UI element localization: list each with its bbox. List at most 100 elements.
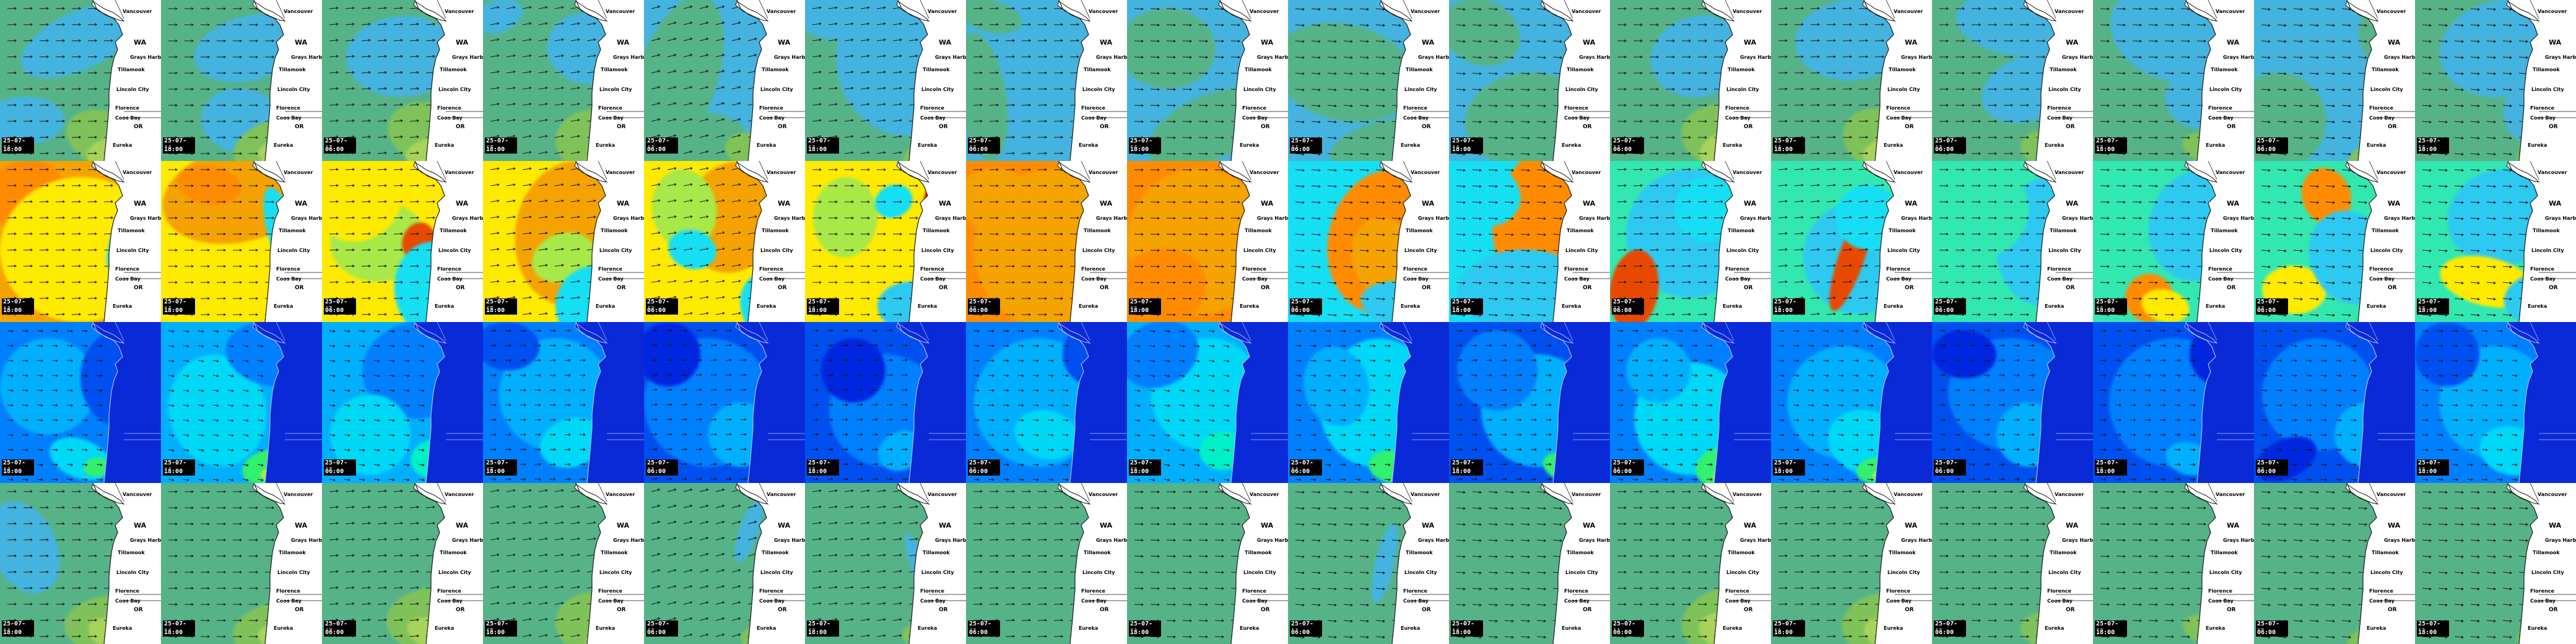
coastline (2185, 0, 2216, 161)
direction-arrow (550, 373, 556, 377)
direction-arrow (87, 103, 97, 107)
place-label: Florence (598, 105, 622, 111)
place-label: Eureka (2206, 142, 2226, 148)
direction-arrow (1794, 23, 1804, 26)
direction-arrow (345, 232, 355, 235)
direction-arrow (2020, 120, 2029, 123)
direction-arrow (1698, 87, 1707, 91)
direction-arrow (2325, 40, 2335, 43)
direction-arrow (2180, 297, 2190, 300)
direction-arrow (7, 200, 17, 203)
direction-arrow (861, 297, 870, 300)
direction-arrow (2293, 201, 2303, 204)
direction-arrow (185, 71, 194, 75)
direction-arrow (2020, 232, 2029, 236)
direction-arrow (990, 264, 999, 268)
timestamp-hour: 06:00 (646, 468, 678, 476)
direction-arrow (51, 329, 58, 333)
direction-arrow (829, 200, 838, 204)
direction-arrow (827, 477, 833, 481)
direction-arrow (1988, 313, 1997, 316)
direction-arrow (2454, 281, 2464, 285)
place-label: Coos Bay (759, 276, 785, 282)
direction-arrow (1343, 217, 1353, 220)
direction-arrow (1375, 297, 1385, 301)
direction-arrow (329, 344, 336, 348)
direction-arrow (2293, 7, 2303, 11)
direction-arrow (393, 313, 403, 316)
direction-arrow (201, 152, 210, 155)
direction-arrow (893, 281, 902, 284)
direction-arrow (812, 264, 822, 268)
direction-arrow (2004, 313, 2013, 316)
direction-arrow (2309, 152, 2319, 156)
timestamp-hour: 18:00 (807, 307, 839, 315)
direction-arrow (7, 344, 14, 347)
direction-arrow (538, 22, 548, 25)
direction-arrow (329, 54, 339, 58)
direction-arrow (710, 373, 717, 376)
direction-arrow (651, 403, 658, 406)
direction-arrow (1359, 7, 1369, 11)
direction-arrow (892, 38, 902, 41)
direction-arrow (1810, 312, 1820, 316)
place-label: Lincoln City (1243, 248, 1276, 253)
direction-arrow (1536, 136, 1546, 140)
direction-arrow (1504, 88, 1514, 92)
direction-arrow (812, 232, 822, 236)
direction-arrow (2132, 313, 2142, 316)
direction-arrow (55, 264, 65, 268)
direction-arrow (7, 374, 14, 377)
direction-arrow (1214, 313, 1224, 316)
direction-arrow (103, 23, 113, 26)
direction-arrow (1617, 23, 1627, 27)
direction-arrow (554, 22, 564, 25)
direction-arrow (345, 248, 355, 251)
direction-arrow (1794, 71, 1804, 74)
direction-arrow (87, 281, 97, 284)
direction-arrow (1022, 200, 1031, 204)
coastline (1541, 0, 1572, 161)
direction-arrow (168, 23, 178, 27)
direction-arrow (651, 359, 658, 362)
direction-arrow (901, 344, 908, 347)
direction-arrow (2470, 313, 2480, 317)
direction-arrow (1472, 217, 1482, 220)
direction-arrow (168, 103, 178, 107)
direction-arrow (1021, 87, 1031, 90)
direction-arrow (329, 329, 336, 333)
direction-arrow (1343, 297, 1353, 301)
direction-arrow (1939, 232, 1949, 236)
place-label: Eureka (2045, 142, 2065, 148)
place-label: Vancouver (284, 492, 313, 497)
direction-arrow (2309, 136, 2319, 140)
timestamp-hour: 06:00 (324, 468, 356, 476)
direction-arrow (201, 136, 210, 139)
direction-arrow (710, 329, 717, 332)
state-border (1886, 161, 1932, 279)
direction-arrow (1858, 71, 1868, 74)
direction-arrow (1021, 136, 1031, 139)
direction-arrow (740, 388, 747, 391)
direction-arrow (242, 374, 249, 378)
place-label: WA (456, 38, 469, 46)
direction-arrow (2196, 201, 2206, 204)
direction-arrow (1842, 215, 1852, 219)
place-label: WA (2066, 38, 2079, 46)
direction-arrow (1182, 24, 1192, 27)
direction-arrow (344, 404, 350, 407)
direction-arrow (1021, 120, 1031, 123)
direction-arrow (212, 463, 219, 467)
direction-arrow (522, 296, 532, 299)
direction-arrow (861, 232, 870, 236)
direction-arrow (1166, 88, 1176, 91)
direction-arrow (2004, 281, 2013, 284)
direction-arrow (1956, 39, 1965, 43)
direction-arrow (2502, 104, 2512, 108)
direction-arrow (740, 418, 747, 421)
coastline (253, 322, 284, 483)
direction-arrow (1520, 265, 1530, 269)
direction-arrow (812, 418, 819, 422)
direction-arrow (377, 216, 387, 219)
direction-arrow (565, 433, 571, 437)
